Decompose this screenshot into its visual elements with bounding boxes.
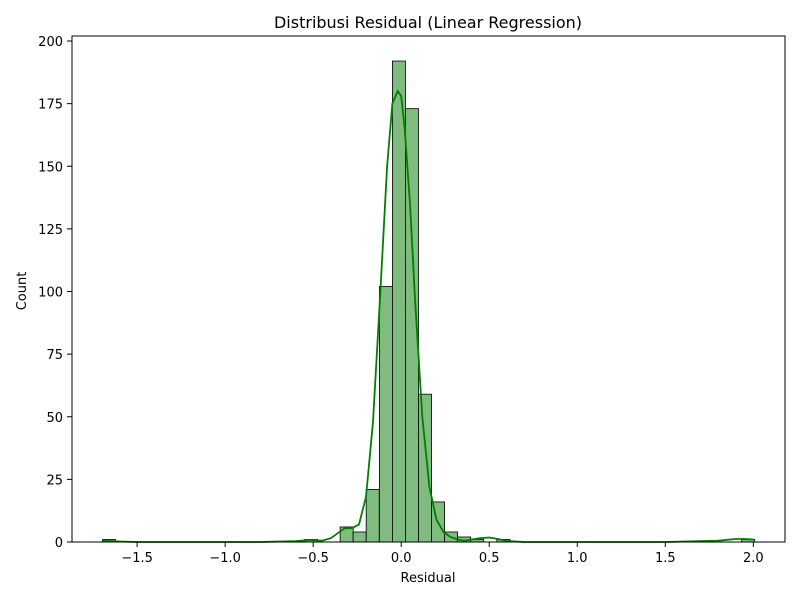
histogram-bar-3 (352, 531, 367, 543)
x-tick-label: −0.5 (297, 551, 329, 566)
kde-curve (101, 89, 754, 543)
y-tick-label: 200 (38, 35, 63, 50)
histogram-bar-8 (418, 393, 432, 543)
x-axis-label: Residual (401, 571, 456, 586)
histogram-bar-6 (392, 60, 406, 543)
x-tick-label: 0.5 (479, 551, 500, 566)
histogram-bars (102, 60, 756, 543)
y-tick-label: 100 (38, 286, 63, 301)
y-tick-label: 50 (46, 411, 63, 426)
histogram-bar-5 (378, 286, 393, 543)
x-tick-label: −1.0 (209, 551, 241, 566)
x-axis-ticks: −1.5 −1.0 −0.5 0.0 0.5 1.0 1.5 2.0 (121, 542, 764, 566)
y-tick-label: 175 (38, 98, 63, 113)
y-tick-label: 25 (46, 473, 63, 488)
x-tick-label: −1.5 (121, 551, 153, 566)
y-tick-label: 125 (38, 223, 63, 238)
y-tick-label: 0 (55, 536, 63, 551)
y-tick-label: 150 (38, 160, 63, 175)
y-axis-ticks: 0 25 50 75 100 125 150 175 200 (38, 35, 72, 551)
x-tick-label: 0.0 (391, 551, 412, 566)
x-tick-label: 2.0 (743, 551, 764, 566)
x-tick-label: 1.0 (567, 551, 588, 566)
y-axis-label: Count (15, 272, 30, 311)
histogram-bar-4 (365, 488, 380, 543)
plot-frame (71, 35, 786, 543)
y-tick-label: 75 (46, 348, 63, 363)
x-tick-label: 1.5 (655, 551, 676, 566)
chart-title: Distribusi Residual (Linear Regression) (274, 13, 582, 32)
